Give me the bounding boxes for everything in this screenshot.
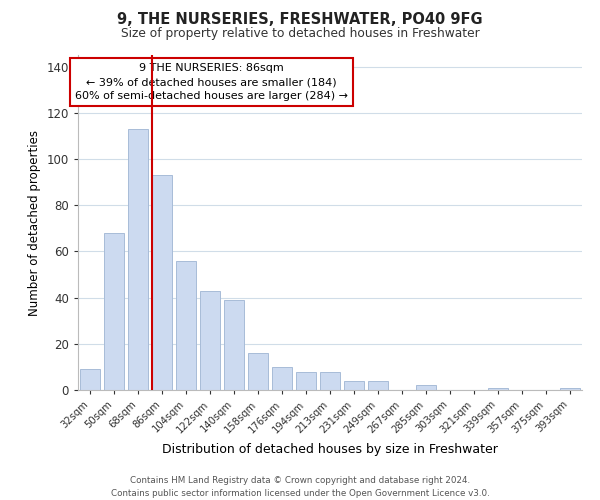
- Bar: [272, 367, 292, 390]
- Bar: [320, 372, 340, 390]
- Bar: [344, 381, 364, 390]
- Bar: [560, 388, 580, 390]
- Text: Contains HM Land Registry data © Crown copyright and database right 2024.
Contai: Contains HM Land Registry data © Crown c…: [110, 476, 490, 498]
- Y-axis label: Number of detached properties: Number of detached properties: [28, 130, 41, 316]
- X-axis label: Distribution of detached houses by size in Freshwater: Distribution of detached houses by size …: [162, 443, 498, 456]
- Bar: [368, 381, 388, 390]
- Bar: [104, 233, 124, 390]
- Bar: [200, 290, 220, 390]
- Text: 9 THE NURSERIES: 86sqm
← 39% of detached houses are smaller (184)
60% of semi-de: 9 THE NURSERIES: 86sqm ← 39% of detached…: [75, 64, 348, 102]
- Bar: [296, 372, 316, 390]
- Bar: [128, 129, 148, 390]
- Bar: [416, 386, 436, 390]
- Bar: [224, 300, 244, 390]
- Bar: [152, 175, 172, 390]
- Bar: [176, 260, 196, 390]
- Text: 9, THE NURSERIES, FRESHWATER, PO40 9FG: 9, THE NURSERIES, FRESHWATER, PO40 9FG: [117, 12, 483, 28]
- Bar: [248, 353, 268, 390]
- Bar: [488, 388, 508, 390]
- Bar: [80, 369, 100, 390]
- Text: Size of property relative to detached houses in Freshwater: Size of property relative to detached ho…: [121, 28, 479, 40]
